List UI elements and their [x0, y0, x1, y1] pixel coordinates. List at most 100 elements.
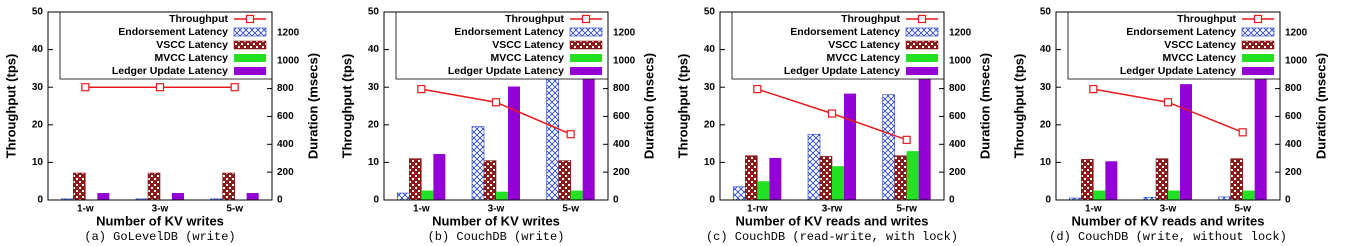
y2-axis-label: Duration (msecs) — [977, 53, 992, 159]
y-axis-label: Throughput (tps) — [339, 54, 354, 159]
y2-axis-label: Duration (msecs) — [1313, 53, 1328, 159]
y2-tick-label: 0 — [949, 195, 955, 206]
y2-tick-label: 1000 — [613, 55, 636, 66]
y-tick-label: 10 — [704, 157, 716, 168]
marker — [1163, 98, 1173, 107]
bar — [496, 191, 508, 200]
y-tick-label: 50 — [1040, 7, 1052, 18]
y-tick-label: 30 — [32, 82, 44, 93]
y-tick-label: 30 — [368, 82, 380, 93]
bar — [832, 166, 844, 200]
bar — [570, 190, 583, 200]
y2-tick-label: 800 — [277, 83, 294, 94]
legend-swatch — [569, 40, 603, 50]
legend-label: MVCC Latency — [1162, 52, 1236, 64]
x-axis-label: Number of KV writes — [432, 213, 560, 228]
legend-label: Throughput — [1177, 13, 1236, 25]
legend-swatch — [569, 27, 603, 37]
legend-swatch — [245, 14, 255, 24]
y2-tick-label: 200 — [613, 167, 630, 178]
bar — [1105, 161, 1118, 200]
bar — [558, 160, 571, 201]
marker — [491, 98, 501, 107]
x-tick-label: 3-rw — [822, 204, 843, 215]
caption: (c) CouchDB (read-write, with lock) — [706, 230, 958, 244]
y2-tick-label: 600 — [949, 111, 966, 122]
y-tick-label: 20 — [704, 119, 716, 130]
y2-tick-label: 800 — [1285, 83, 1302, 94]
legend-label: Endorsement Latency — [1126, 26, 1236, 38]
y-tick-label: 50 — [32, 7, 44, 18]
bar — [483, 160, 497, 201]
bar — [757, 181, 770, 200]
y-tick-label: 40 — [368, 44, 380, 55]
bar — [73, 172, 86, 201]
legend-swatch — [905, 27, 939, 37]
marker — [566, 130, 575, 139]
y-tick-label: 10 — [32, 157, 44, 168]
plot-frame — [383, 11, 609, 201]
legend-label: Endorsement Latency — [454, 26, 564, 38]
legend-label: VSCC Latency — [1164, 39, 1236, 51]
bar — [222, 172, 235, 201]
y2-tick-label: 1200 — [949, 28, 972, 39]
x-axis-label: Number of KV reads and writes — [1072, 213, 1265, 228]
bar — [844, 93, 856, 200]
bar — [894, 155, 907, 201]
bar — [433, 154, 446, 200]
y-tick-label: 40 — [1040, 44, 1052, 55]
y2-tick-label: 800 — [613, 83, 630, 94]
y-tick-label: 30 — [704, 82, 716, 93]
y2-axis-label: Duration (msecs) — [305, 53, 320, 159]
y2-tick-label: 200 — [949, 167, 966, 178]
y-tick-label: 20 — [368, 119, 380, 130]
legend-swatch — [905, 40, 939, 50]
legend-swatch — [1241, 40, 1275, 50]
marker — [1238, 128, 1247, 137]
x-tick-label: 3-w — [488, 204, 505, 215]
bar — [172, 193, 184, 200]
y2-tick-label: 400 — [1285, 139, 1302, 150]
y2-tick-label: 400 — [613, 139, 630, 150]
y-tick-label: 50 — [368, 7, 380, 18]
y-tick-label: 10 — [368, 157, 380, 168]
legend-swatch — [234, 67, 266, 75]
legend-swatch — [570, 54, 602, 62]
bar — [1242, 190, 1255, 200]
y2-tick-label: 600 — [1285, 111, 1302, 122]
y-tick-label: 20 — [1040, 119, 1052, 130]
bar — [409, 158, 422, 201]
x-axis-label: Number of KV reads and writes — [736, 213, 929, 228]
bar — [769, 157, 782, 200]
y2-tick-label: 0 — [613, 195, 619, 206]
y2-tick-label: 1200 — [613, 28, 636, 39]
y2-tick-label: 600 — [277, 111, 294, 122]
bar — [819, 156, 833, 201]
legend-label: VSCC Latency — [492, 39, 564, 51]
legend-label: Throughput — [169, 13, 228, 25]
y2-axis-label: Duration (msecs) — [641, 53, 656, 159]
y-tick-label: 0 — [1045, 195, 1051, 206]
legend-label: Endorsement Latency — [118, 26, 228, 38]
legend-swatch — [233, 40, 267, 50]
marker — [230, 83, 239, 92]
y-tick-label: 0 — [709, 195, 715, 206]
bar — [1155, 158, 1169, 201]
bar — [246, 193, 259, 200]
y2-tick-label: 200 — [277, 167, 294, 178]
legend-swatch — [906, 54, 938, 62]
y-tick-label: 50 — [704, 7, 716, 18]
legend-swatch — [1241, 27, 1275, 37]
bar — [421, 190, 434, 200]
legend-swatch — [233, 27, 267, 37]
marker — [827, 109, 837, 118]
bar — [147, 172, 161, 201]
y2-tick-label: 1000 — [277, 55, 300, 66]
legend-swatch — [906, 67, 938, 75]
bar — [97, 193, 110, 200]
plot-frame — [47, 11, 273, 201]
bar — [546, 71, 559, 201]
y2-tick-label: 400 — [949, 139, 966, 150]
legend-swatch — [581, 14, 591, 24]
legend-label: VSCC Latency — [828, 39, 900, 51]
